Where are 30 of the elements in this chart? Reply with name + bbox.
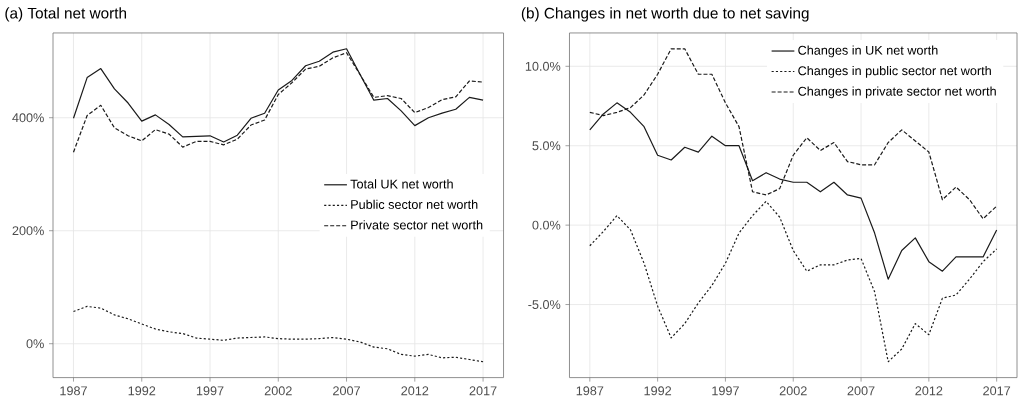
chart-title: (b) Changes in net worth due to net saving	[521, 7, 809, 22]
legend-label: Changes in UK net worth	[798, 45, 938, 58]
x-tick-label: 2007	[847, 386, 875, 396]
legend-label: Total UK net worth	[350, 179, 453, 189]
legend-label: Public sector net worth	[351, 199, 478, 210]
y-tick-label: 5.0%	[532, 141, 561, 151]
x-tick-label: 2012	[401, 386, 429, 396]
x-tick-label: 2002	[264, 386, 292, 396]
legend-label: Changes in private sector net worth	[798, 86, 996, 99]
y-tick-label: 0.0%	[532, 220, 561, 230]
y-tick-label: 400%	[12, 113, 44, 123]
x-tick-label: 2007	[333, 386, 360, 396]
x-tick-label: 1987	[60, 386, 87, 396]
legend-label: Private sector net worth	[351, 220, 483, 230]
y-tick-label: 200%	[12, 226, 44, 236]
y-tick-label: -5.0%	[528, 300, 561, 310]
line-series	[589, 200, 998, 363]
legend-label: Changes in public sector net worth	[798, 66, 991, 78]
x-tick-label: 1987	[576, 386, 604, 396]
x-tick-label: 1997	[712, 386, 739, 396]
x-tick-label: 2017	[983, 386, 1011, 396]
x-tick-label: 1997	[196, 386, 224, 396]
x-tick-label: 2002	[779, 386, 807, 396]
x-tick-label: 2017	[469, 386, 497, 396]
x-tick-label: 1992	[644, 386, 672, 396]
x-tick-label: 2012	[915, 386, 943, 396]
y-tick-label: 0%	[26, 339, 44, 349]
y-tick-label: 10.0%	[525, 62, 561, 71]
chart-title: (a) Total net worth	[5, 7, 127, 22]
x-tick-label: 1992	[128, 386, 156, 396]
